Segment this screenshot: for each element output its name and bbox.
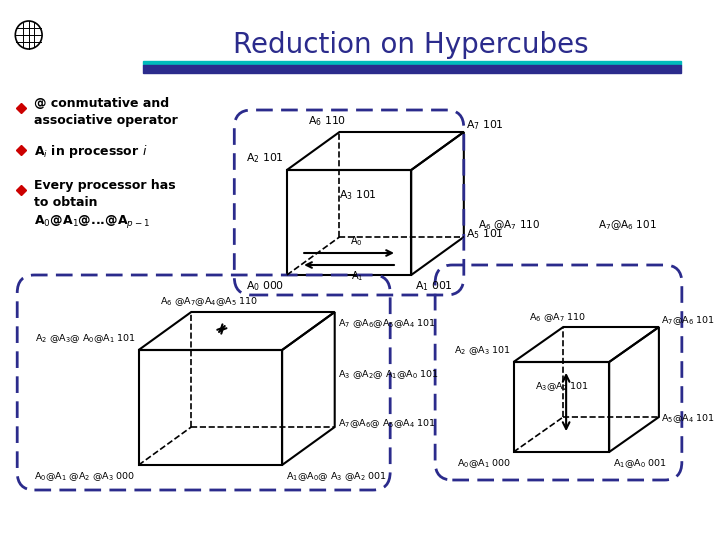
Text: A$_5$@A$_4$ 101: A$_5$@A$_4$ 101 (661, 412, 715, 425)
Text: A$_1$@A$_0$ 001: A$_1$@A$_0$ 001 (613, 457, 667, 470)
Text: A$_1$ 001: A$_1$ 001 (415, 279, 453, 293)
Text: A$_7$@A$_6$@ A$_5$@A$_4$ 101: A$_7$@A$_6$@ A$_5$@A$_4$ 101 (338, 417, 436, 430)
Text: A$_0$: A$_0$ (351, 234, 363, 248)
Text: A$_2$ @A$_3$ 101: A$_2$ @A$_3$ 101 (454, 345, 510, 357)
Text: A$_6$ @A$_7$ 110: A$_6$ @A$_7$ 110 (478, 218, 541, 232)
Text: A$_6$ 110: A$_6$ 110 (308, 114, 346, 128)
Text: A$_1$@A$_0$@ A$_3$ @A$_2$ 001: A$_1$@A$_0$@ A$_3$ @A$_2$ 001 (286, 470, 387, 483)
Text: A$_6$ @A$_7$ 110: A$_6$ @A$_7$ 110 (529, 311, 586, 324)
Text: A$_7$ @A$_6$@A$_5$@A$_4$ 101: A$_7$ @A$_6$@A$_5$@A$_4$ 101 (338, 317, 436, 330)
Text: A$_6$ @A$_7$@A$_4$@A$_5$ 110: A$_6$ @A$_7$@A$_4$@A$_5$ 110 (160, 295, 258, 308)
Text: A$_0$@A$_1$ 000: A$_0$@A$_1$ 000 (456, 457, 510, 470)
Text: A$_3$ @A$_2$@ A$_1$@A$_0$ 101: A$_3$ @A$_2$@ A$_1$@A$_0$ 101 (338, 368, 438, 381)
Bar (143, 61, 681, 65)
Text: A$_1$: A$_1$ (351, 269, 363, 283)
Text: A$_2$ 101: A$_2$ 101 (246, 151, 284, 165)
Text: A$_3$ 101: A$_3$ 101 (340, 188, 377, 202)
Text: A$_0$ 000: A$_0$ 000 (246, 279, 284, 293)
Text: A$_5$ 101: A$_5$ 101 (466, 227, 503, 241)
Text: A$_0$@A$_1$ @A$_2$ @A$_3$ 000: A$_0$@A$_1$ @A$_2$ @A$_3$ 000 (35, 470, 136, 483)
Text: A$_i$ in processor $i$: A$_i$ in processor $i$ (35, 143, 148, 160)
Text: @ conmutative and
associative operator: @ conmutative and associative operator (35, 97, 178, 127)
Text: A$_3$@A$_2$ 101: A$_3$@A$_2$ 101 (534, 380, 588, 393)
Text: A$_7$@A$_6$ 101: A$_7$@A$_6$ 101 (598, 218, 657, 232)
Bar (143, 65, 681, 73)
Text: A$_7$ 101: A$_7$ 101 (466, 118, 503, 132)
Text: Every processor has
to obtain
A$_0$@A$_1$@...@A$_{p-1}$: Every processor has to obtain A$_0$@A$_1… (35, 179, 176, 231)
Text: A$_2$ @A$_3$@ A$_0$@A$_1$ 101: A$_2$ @A$_3$@ A$_0$@A$_1$ 101 (35, 332, 136, 345)
Text: Reduction on Hypercubes: Reduction on Hypercubes (233, 31, 589, 59)
Text: A$_7$@A$_6$ 101: A$_7$@A$_6$ 101 (661, 314, 715, 327)
